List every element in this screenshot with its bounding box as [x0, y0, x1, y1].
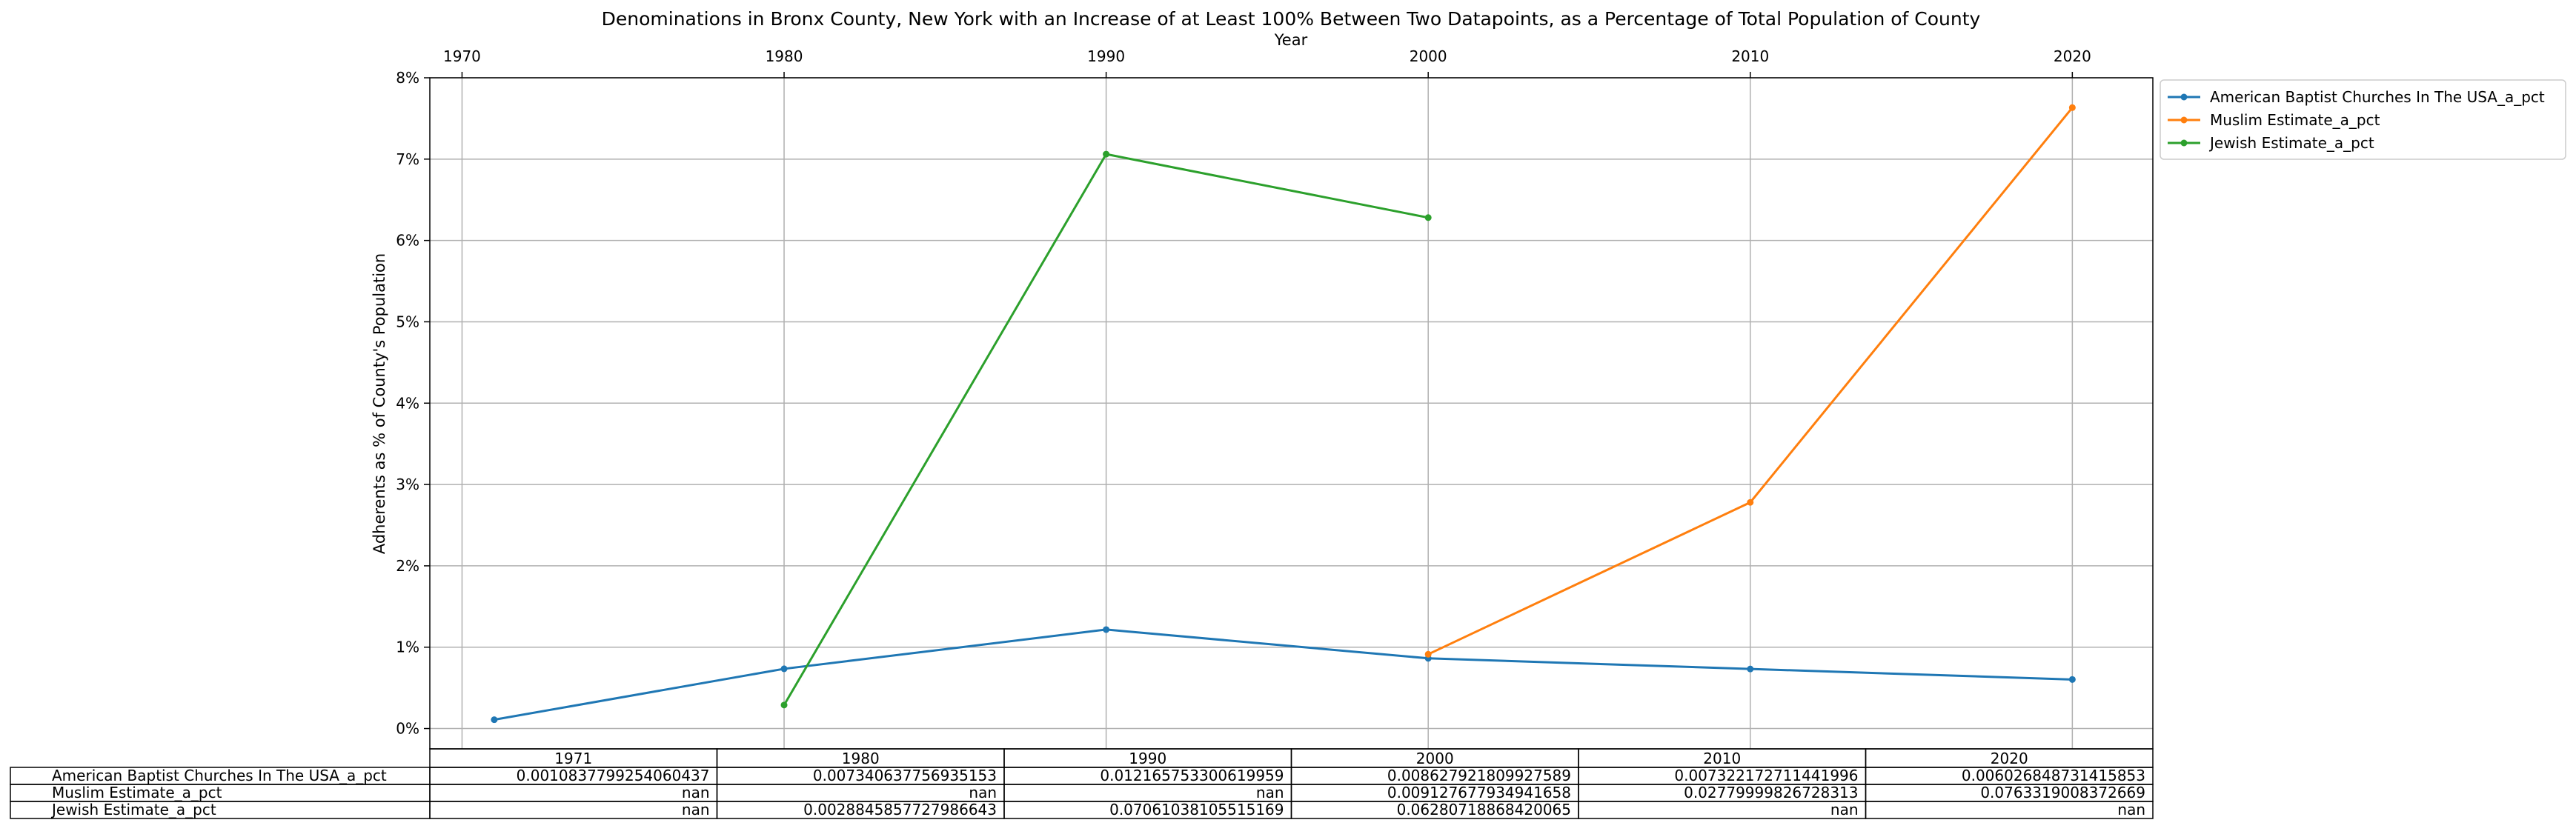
y-tick-label: 1%	[396, 638, 419, 656]
y-tick-label: 3%	[396, 476, 419, 493]
chart-title: Denominations in Bronx County, New York …	[602, 8, 1981, 30]
table-cell-value: nan	[682, 801, 710, 818]
table-cell	[716, 784, 1005, 802]
table-column-header: 1990	[1129, 750, 1166, 767]
table-cell-value: 0.009127677934941658	[1387, 784, 1571, 801]
table-row-label: Jewish Estimate_a_pct	[50, 801, 216, 818]
y-tick-label: 0%	[396, 720, 419, 738]
legend-entry-label: Muslim Estimate_a_pct	[2210, 111, 2380, 129]
data-point	[2068, 104, 2076, 111]
table-cell-value: nan	[1256, 784, 1284, 801]
y-axis-label: Adherents as % of County's Population	[371, 253, 388, 554]
table-cell-value: 0.0028845857727986643	[803, 801, 997, 818]
series-layer	[491, 104, 2076, 724]
legend: American Baptist Churches In The USA_a_p…	[2160, 79, 2566, 160]
table-cell-value: nan	[1830, 801, 1859, 818]
table-cell-value: nan	[969, 784, 997, 801]
table-column-header: 1980	[842, 750, 880, 767]
grid-lines	[430, 77, 2153, 749]
x-tick-label: 2010	[1731, 47, 1769, 65]
table-cell-value: 0.0763319008372669	[1980, 784, 2145, 801]
y-tick-label: 8%	[396, 69, 419, 87]
y-tick-label: 7%	[396, 150, 419, 168]
table-column-header: 1971	[554, 750, 592, 767]
data-point	[1103, 626, 1110, 633]
table-row-label: Muslim Estimate_a_pct	[52, 784, 222, 801]
table-cell-value: nan	[2117, 801, 2145, 818]
table-cell	[429, 784, 718, 802]
y-tick-label: 2%	[396, 557, 419, 575]
table-cell	[1578, 801, 1867, 819]
legend-frame	[2160, 79, 2566, 160]
table-row-label: American Baptist Churches In The USA_a_p…	[52, 767, 387, 784]
x-tick-label: 2020	[2054, 47, 2091, 65]
data-point	[1424, 650, 1432, 658]
table-cell-value: 0.06280718868420065	[1397, 801, 1571, 818]
data-point	[2068, 676, 2076, 683]
table-cell	[1865, 801, 2154, 819]
x-tick-label: 1980	[766, 47, 803, 65]
legend-swatch-marker	[2180, 139, 2188, 147]
data-point	[1103, 150, 1110, 158]
legend-swatch-marker	[2180, 116, 2188, 124]
table-cell-value: 0.007340637756935153	[813, 767, 997, 784]
data-point	[780, 701, 788, 709]
table-cell-value: 0.07061038105515169	[1109, 801, 1284, 818]
table-column-header: 2000	[1416, 750, 1454, 767]
table-column-header: 2020	[1991, 750, 2028, 767]
data-point	[1747, 498, 1754, 506]
x-tick-label: 1990	[1087, 47, 1125, 65]
data-point	[1424, 214, 1432, 221]
table-cell	[429, 801, 718, 819]
y-tick-label: 6%	[396, 232, 419, 250]
series-line-0	[494, 628, 2073, 721]
x-tick-label: 1970	[443, 47, 481, 65]
x-tick-label: 2000	[1410, 47, 1447, 65]
data-point	[1747, 665, 1754, 673]
table-cell-value: 0.006026848731415853	[1962, 767, 2145, 784]
table-cell-value: 0.008627921809927589	[1387, 767, 1571, 784]
data-point	[491, 716, 498, 724]
legend-swatch-marker	[2180, 93, 2188, 101]
axis-ticks: 1970 1980 1990 2000 2010 2020 0% 1% 2% 3% 4% 5% 6% 7%…	[396, 47, 2091, 738]
table-cell-value: nan	[682, 784, 710, 801]
table-cell	[1003, 784, 1292, 802]
x-axis-label: Year	[1274, 31, 1308, 49]
y-tick-label: 4%	[396, 394, 419, 412]
table-cell-value: 0.0010837799254060437	[517, 767, 710, 784]
table-cell-value: 0.007322172711441996	[1674, 767, 1858, 784]
legend-entry-label: American Baptist Churches In The USA_a_p…	[2210, 88, 2545, 106]
y-tick-label: 5%	[396, 313, 419, 330]
legend-entry-label: Jewish Estimate_a_pct	[2208, 134, 2374, 152]
data-table: 1971 1980 1990 2000 2010 2020 American Baptist…	[10, 748, 2154, 819]
plot-frame	[429, 77, 2154, 750]
table-cell-value: 0.02779999826728313	[1684, 784, 1858, 801]
table-cell-value: 0.012165753300619959	[1100, 767, 1284, 784]
data-point	[780, 665, 788, 673]
table-column-header: 2010	[1703, 750, 1741, 767]
